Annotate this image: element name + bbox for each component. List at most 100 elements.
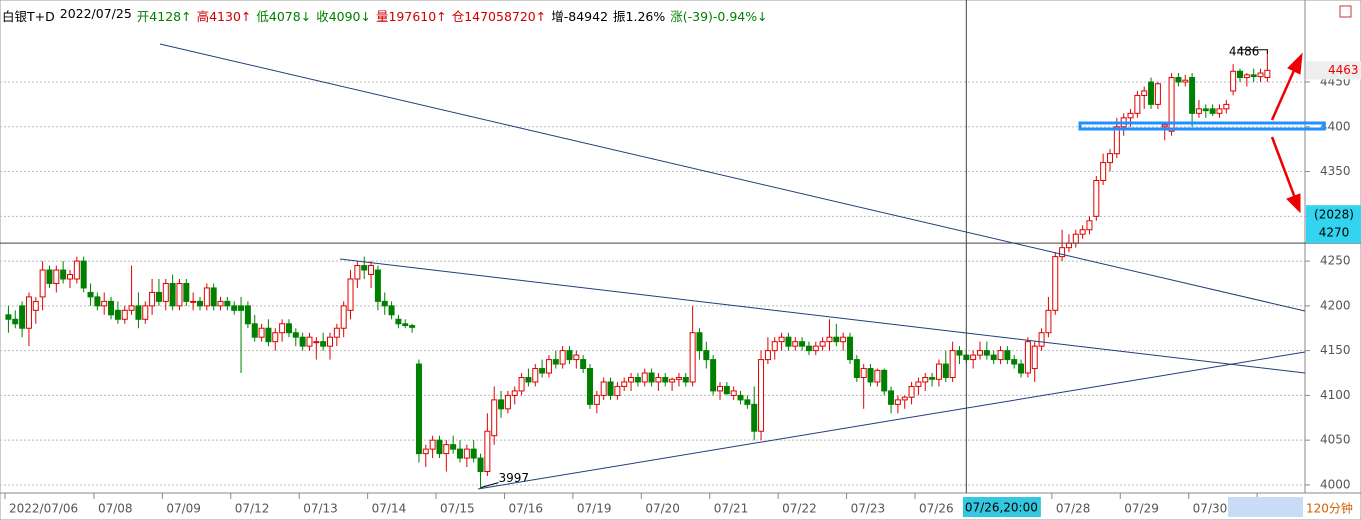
candle-body <box>805 345 812 352</box>
candle-body <box>929 376 936 380</box>
candle-body <box>313 341 320 344</box>
candle-body <box>484 430 491 473</box>
candle-body <box>333 327 340 338</box>
candle-body <box>327 336 333 347</box>
x-tick-label: 07/15 <box>440 502 475 516</box>
candle-body <box>922 376 929 383</box>
min-leader <box>480 482 499 489</box>
candle-body <box>142 305 149 320</box>
candle-body <box>477 457 484 473</box>
candle-body <box>703 350 710 361</box>
candle-body <box>662 376 669 383</box>
y-tick-label: 4200 <box>1320 298 1351 312</box>
candle-body <box>224 300 231 307</box>
candle-body <box>1018 363 1025 374</box>
support-box <box>1078 121 1326 131</box>
candle-body <box>436 439 443 455</box>
candle-body <box>970 354 977 361</box>
candle-body <box>1072 233 1079 244</box>
candle-body <box>901 396 908 401</box>
candle-body <box>409 325 416 328</box>
time-axis-end <box>1228 497 1303 517</box>
candle-body <box>149 291 156 307</box>
candle-body <box>826 336 833 343</box>
x-tick-label: 07/14 <box>372 502 407 516</box>
candle-body <box>874 369 881 383</box>
candle-body <box>1100 162 1107 182</box>
x-tick-label: 07/30 <box>1193 502 1228 516</box>
candle-body <box>990 354 997 361</box>
candle-body <box>539 368 546 374</box>
candle-body <box>1031 345 1038 370</box>
crosshair-count: (2028) <box>1314 208 1354 222</box>
quote-field: 增-84942 <box>551 9 609 24</box>
candle-body <box>1257 72 1264 78</box>
drawings <box>159 43 1306 490</box>
window-icon[interactable] <box>1339 5 1352 18</box>
last-price-bg <box>1306 61 1361 80</box>
candle-body <box>689 332 696 383</box>
candle-body <box>799 341 806 347</box>
candle-body <box>203 287 210 307</box>
quote-header: 白银T+D 2022/07/25 开4128↑ 高4130↑ 低4078↓ 收4090… <box>2 6 768 25</box>
candle-body <box>997 350 1004 361</box>
x-tick-label: 07/08 <box>98 502 133 516</box>
y-tick-label: 4100 <box>1320 388 1351 402</box>
candle-body <box>634 376 641 383</box>
candle-body <box>279 323 286 334</box>
arrow-up <box>1270 65 1298 121</box>
x-tick-label: 07/29 <box>1124 502 1159 516</box>
candle-body <box>1059 247 1066 258</box>
candle-body <box>299 336 306 347</box>
candle-body <box>723 385 730 395</box>
arrow-down <box>1270 136 1297 199</box>
candle-body <box>655 376 662 383</box>
candle-body <box>812 345 819 352</box>
x-tick-label: 07/20 <box>645 502 680 516</box>
candle-body <box>320 341 327 347</box>
candle-body <box>176 282 183 307</box>
candle-body <box>429 439 436 450</box>
candle-body <box>1189 77 1196 114</box>
candle-body <box>265 327 272 343</box>
candle-body <box>737 394 744 401</box>
candle-body <box>764 350 771 361</box>
candle-body <box>1209 108 1216 114</box>
candle-body <box>628 376 635 383</box>
candle-body <box>238 305 245 311</box>
candle-body <box>19 305 26 329</box>
candle-body <box>292 332 299 338</box>
crosshair-x-label: 07/26,20:00 <box>965 501 1038 515</box>
candle-body <box>518 376 525 392</box>
candle-body <box>1202 108 1209 112</box>
candle-body <box>39 269 46 298</box>
candle-body <box>840 336 847 343</box>
candle-body <box>614 385 621 396</box>
candle-body <box>67 274 73 280</box>
candle-body <box>593 394 600 405</box>
y-tick-label: 4050 <box>1320 433 1351 447</box>
candle-body <box>532 368 539 383</box>
quote-field: 收4090↓ <box>316 9 371 24</box>
candle-body <box>758 359 765 432</box>
candle-body <box>1011 359 1018 365</box>
candle-body <box>1243 74 1250 79</box>
crosshair-y-label-bg <box>1306 205 1361 244</box>
candle-body <box>197 300 203 307</box>
y-tick-label: 4000 <box>1320 477 1351 491</box>
candle-body <box>587 368 593 405</box>
candle-body <box>833 336 840 343</box>
candle-body <box>1182 79 1189 83</box>
quote-field: 高4130↑ <box>196 9 252 24</box>
candle-body <box>388 305 395 316</box>
candle-body <box>217 300 224 307</box>
x-tick-label: 07/23 <box>851 502 886 516</box>
x-tick-label: 07/13 <box>303 502 338 516</box>
candle-body <box>860 368 867 378</box>
quote-field: 量197610↑ <box>375 9 447 24</box>
y-tick-label: 4400 <box>1320 119 1351 133</box>
candle-body <box>525 376 532 383</box>
candle-body <box>648 372 655 383</box>
